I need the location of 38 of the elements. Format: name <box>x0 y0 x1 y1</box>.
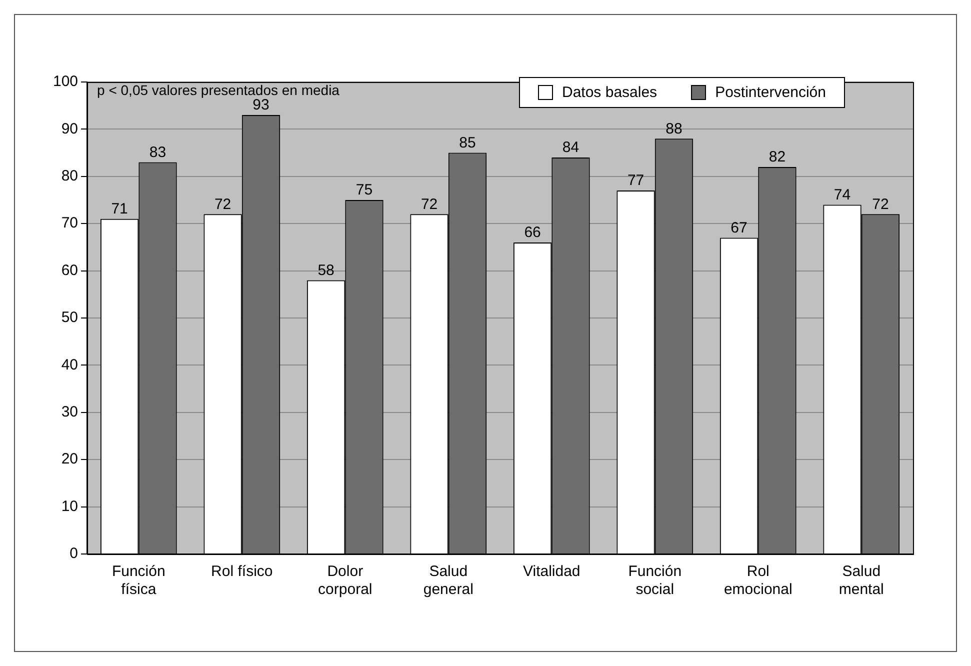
x-tick-label: Función social <box>628 563 682 598</box>
x-tick-label: Vitalidad <box>522 563 580 580</box>
x-tick-label: Rol emocional <box>724 563 792 598</box>
y-tick-label: 50 <box>61 309 78 326</box>
y-tick-label: 70 <box>61 214 78 232</box>
y-tick-label: 90 <box>61 120 78 138</box>
x-tick-label: Salud mental <box>838 563 884 598</box>
y-tick-label: 100 <box>52 73 78 90</box>
y-tick-label: 0 <box>70 545 78 562</box>
data-label: 88 <box>666 120 682 138</box>
y-tick-label: 20 <box>61 450 78 468</box>
legend-label: Datos basales <box>562 84 658 101</box>
data-label: 84 <box>562 139 580 156</box>
x-tick-label: Rol físico <box>211 563 273 580</box>
data-label: 74 <box>834 186 851 204</box>
data-label: 72 <box>872 196 889 213</box>
data-label: 67 <box>730 219 748 236</box>
legend-label: Postintervención <box>715 84 826 101</box>
data-label: 66 <box>524 224 541 242</box>
data-label: 71 <box>111 200 128 218</box>
y-tick-label: 60 <box>61 262 78 279</box>
data-label: 93 <box>252 96 270 114</box>
annotation: p < 0,05 valores presentados en media <box>97 82 340 98</box>
x-tick-label: Función física <box>112 563 166 598</box>
data-label: 75 <box>356 182 373 199</box>
y-tick-label: 80 <box>61 168 78 185</box>
x-tick-label: Salud general <box>423 563 474 598</box>
data-label: 77 <box>627 172 644 190</box>
data-label: 72 <box>214 196 232 213</box>
x-tick-label: Dolor corporal <box>318 563 372 598</box>
y-tick-label: 30 <box>61 404 78 421</box>
y-tick-label: 10 <box>61 498 78 515</box>
data-label: 82 <box>768 148 786 166</box>
data-label: 72 <box>420 196 438 213</box>
data-label: 83 <box>149 144 166 161</box>
data-label: 58 <box>318 262 334 279</box>
data-label: 85 <box>459 134 476 152</box>
y-tick-label: 40 <box>61 356 78 374</box>
